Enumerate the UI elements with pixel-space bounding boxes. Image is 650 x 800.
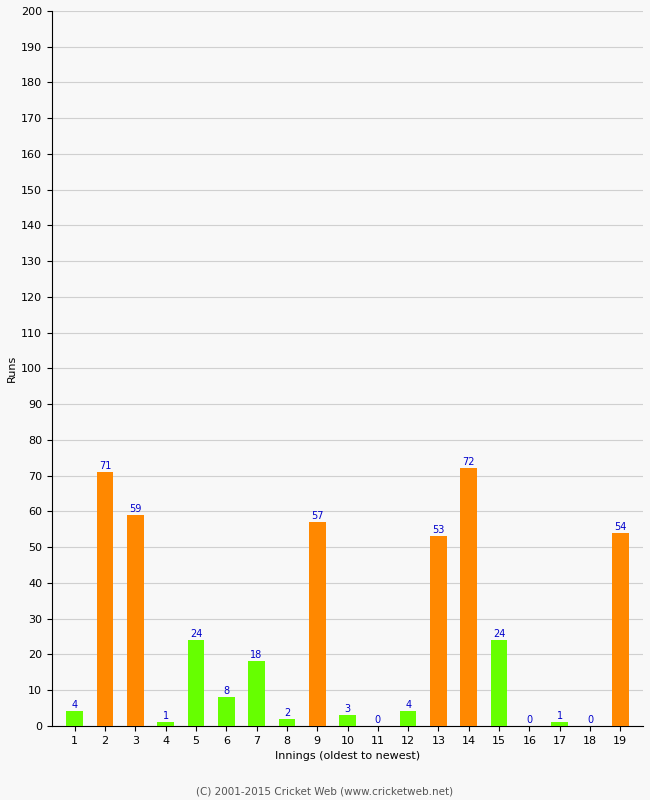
Bar — [430, 536, 447, 726]
Bar — [309, 522, 326, 726]
Text: 0: 0 — [375, 714, 381, 725]
Bar — [66, 711, 83, 726]
Bar — [400, 711, 417, 726]
Text: 57: 57 — [311, 511, 324, 521]
Bar — [279, 718, 295, 726]
Text: 3: 3 — [344, 704, 350, 714]
Text: 54: 54 — [614, 522, 627, 532]
Text: 0: 0 — [587, 714, 593, 725]
Bar — [97, 472, 113, 726]
Bar — [218, 697, 235, 726]
Bar — [339, 715, 356, 726]
Text: 4: 4 — [405, 701, 411, 710]
Text: 59: 59 — [129, 504, 142, 514]
Bar — [188, 640, 204, 726]
Text: 1: 1 — [162, 711, 169, 721]
Bar — [460, 469, 477, 726]
Text: 72: 72 — [463, 458, 475, 467]
Text: 4: 4 — [72, 701, 78, 710]
Text: 18: 18 — [250, 650, 263, 660]
Bar — [551, 722, 568, 726]
Bar — [248, 662, 265, 726]
Text: 71: 71 — [99, 461, 111, 471]
Bar — [157, 722, 174, 726]
Text: 24: 24 — [493, 629, 505, 639]
Bar — [612, 533, 629, 726]
Y-axis label: Runs: Runs — [7, 354, 17, 382]
X-axis label: Innings (oldest to newest): Innings (oldest to newest) — [275, 751, 420, 761]
Text: 2: 2 — [284, 707, 290, 718]
Text: 24: 24 — [190, 629, 202, 639]
Bar — [127, 515, 144, 726]
Text: 8: 8 — [223, 686, 229, 696]
Text: 0: 0 — [526, 714, 532, 725]
Text: (C) 2001-2015 Cricket Web (www.cricketweb.net): (C) 2001-2015 Cricket Web (www.cricketwe… — [196, 786, 454, 796]
Bar — [491, 640, 508, 726]
Text: 1: 1 — [556, 711, 563, 721]
Text: 53: 53 — [432, 526, 445, 535]
